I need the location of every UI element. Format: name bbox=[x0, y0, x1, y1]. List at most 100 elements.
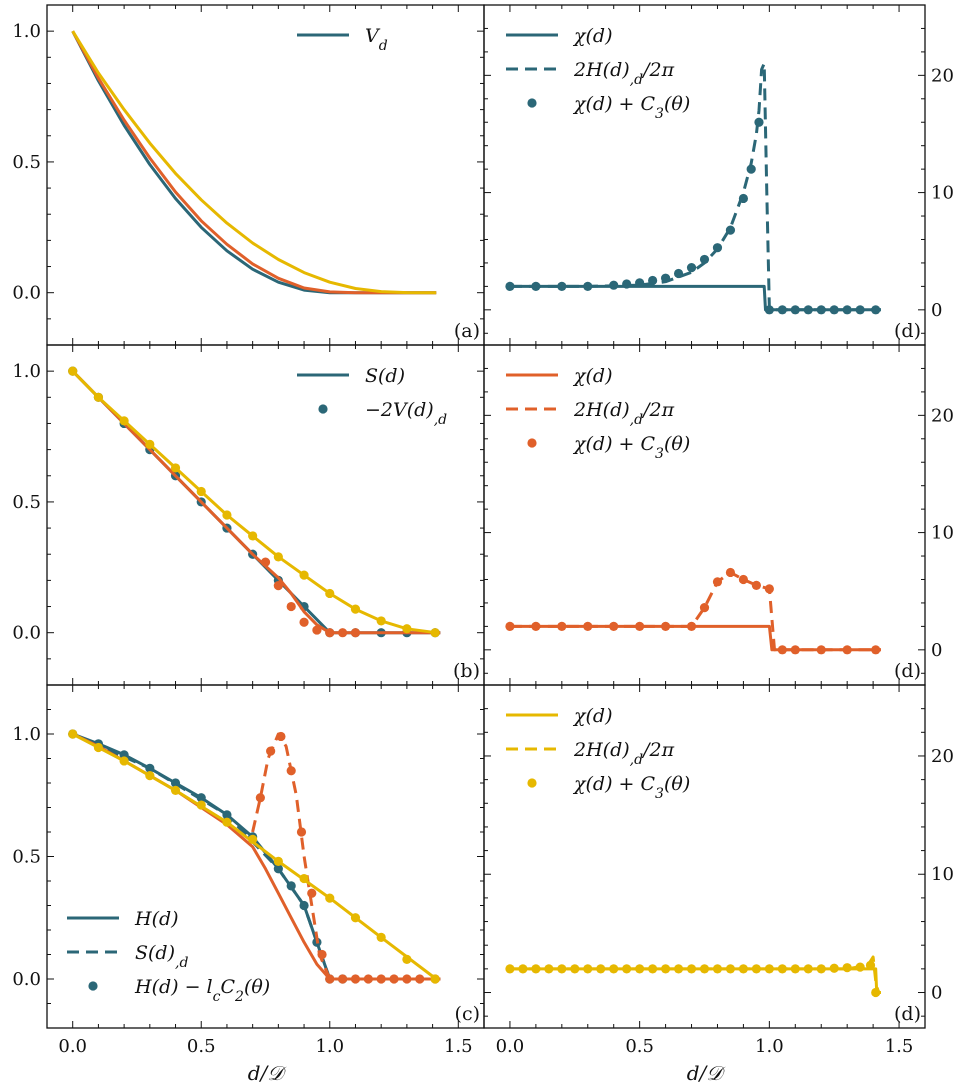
data-point bbox=[363, 974, 373, 984]
panel-d2: 0 10 20 χ(d) 2H(d),d/2π χ(d) + C3(θ) (d) bbox=[483, 344, 954, 686]
data-point bbox=[699, 964, 710, 974]
series-group bbox=[505, 62, 881, 315]
x-tick-label: 1.5 bbox=[444, 1036, 473, 1057]
data-point bbox=[389, 974, 399, 984]
data-point bbox=[738, 964, 749, 974]
y-tick-label: 10 bbox=[931, 183, 954, 204]
data-point bbox=[145, 771, 155, 781]
data-point bbox=[751, 580, 761, 590]
data-point bbox=[299, 873, 309, 884]
x-tick-label: 0.0 bbox=[58, 1036, 87, 1057]
data-point bbox=[68, 366, 78, 376]
panel-b: 0.0 0.5 1.0 S(d) −2V(d),d (b) bbox=[12, 344, 485, 686]
legend-label: χ(d) bbox=[572, 365, 613, 387]
y-tick-label: 0 bbox=[931, 640, 942, 661]
series-line bbox=[71, 30, 437, 295]
data-point bbox=[557, 621, 567, 631]
legend-label: Vd bbox=[365, 25, 388, 54]
data-point bbox=[170, 778, 181, 788]
data-point bbox=[402, 974, 412, 984]
panel-d3: 0 10 20 χ(d) 2H(d),d/2π χ(d) + C3(θ) (d) bbox=[483, 684, 954, 1029]
legend-label: S(d) bbox=[365, 365, 405, 387]
y-tick-label: 1.0 bbox=[12, 21, 41, 42]
data-point bbox=[505, 621, 515, 631]
series-line bbox=[509, 62, 881, 312]
y-tick-label: 0.0 bbox=[12, 283, 41, 304]
y-tick-label: 0 bbox=[931, 300, 942, 321]
data-point bbox=[871, 987, 881, 998]
data-point bbox=[350, 974, 361, 984]
data-point bbox=[712, 577, 723, 587]
data-point bbox=[738, 193, 749, 204]
data-point bbox=[170, 785, 181, 795]
data-point bbox=[583, 964, 593, 974]
panel-frame bbox=[483, 684, 926, 1029]
panel-tag: (b) bbox=[453, 660, 480, 682]
data-point bbox=[609, 964, 619, 974]
data-point bbox=[273, 552, 283, 562]
y-tick-label: 1.0 bbox=[12, 724, 41, 745]
data-point bbox=[790, 964, 800, 974]
data-point bbox=[266, 746, 276, 756]
data-point bbox=[803, 305, 813, 315]
data-point bbox=[686, 263, 697, 273]
series-group bbox=[71, 30, 437, 295]
y-tick-label: 0.5 bbox=[12, 152, 41, 173]
data-point bbox=[725, 964, 736, 974]
data-point bbox=[790, 305, 800, 315]
data-point bbox=[299, 570, 309, 580]
data-point bbox=[299, 900, 309, 911]
data-point bbox=[855, 305, 865, 315]
data-point bbox=[842, 963, 852, 973]
panel-tag: (d) bbox=[894, 320, 921, 342]
data-point bbox=[145, 439, 155, 449]
data-point bbox=[622, 964, 632, 974]
data-point bbox=[338, 974, 348, 984]
data-point bbox=[307, 888, 317, 898]
data-point bbox=[829, 305, 839, 315]
series-group bbox=[505, 955, 881, 998]
y-tick-label: 10 bbox=[931, 523, 954, 544]
data-point bbox=[505, 281, 515, 291]
data-point bbox=[635, 621, 645, 631]
data-point bbox=[402, 954, 412, 965]
data-point bbox=[325, 974, 335, 984]
data-point bbox=[299, 617, 309, 627]
data-point bbox=[609, 621, 619, 631]
data-point bbox=[317, 949, 327, 960]
series-line bbox=[71, 30, 437, 295]
data-point bbox=[350, 628, 361, 638]
series-group bbox=[68, 729, 441, 984]
y-tick-label: 10 bbox=[931, 864, 954, 885]
legend-label: S(d),d bbox=[135, 942, 188, 971]
data-point bbox=[93, 392, 104, 402]
data-point bbox=[93, 742, 104, 753]
series-group bbox=[68, 366, 441, 638]
series-line bbox=[71, 30, 437, 295]
legend-label: χ(d) bbox=[572, 25, 613, 47]
panel-c: 0.0 0.5 1.0 H(d) S(d),d H(d) − lcC2(θ) (c) bbox=[12, 684, 485, 1029]
legend-marker bbox=[318, 404, 328, 414]
x-tick-label: 0.5 bbox=[625, 1036, 654, 1057]
legend-label: χ(d) bbox=[572, 705, 613, 727]
data-point bbox=[430, 628, 440, 638]
x-tick-label: 0.0 bbox=[496, 1036, 525, 1057]
data-point bbox=[170, 463, 181, 473]
legend-marker bbox=[527, 98, 537, 108]
data-point bbox=[222, 817, 232, 827]
data-point bbox=[725, 567, 736, 578]
x-tick-label: 0.5 bbox=[187, 1036, 216, 1057]
legend-label: χ(d) + C3(θ) bbox=[572, 93, 690, 122]
data-point bbox=[415, 974, 425, 984]
data-point bbox=[273, 581, 283, 591]
data-point bbox=[712, 243, 723, 253]
data-point bbox=[686, 621, 697, 631]
data-point bbox=[196, 486, 206, 497]
y-tick-label: 20 bbox=[931, 65, 954, 86]
panel-a: 0.0 0.5 1.0 Vd (a) bbox=[12, 4, 485, 346]
data-point bbox=[686, 964, 697, 974]
data-point bbox=[350, 913, 361, 923]
x-axis-label: d/𝒟 bbox=[687, 1061, 727, 1085]
data-point bbox=[430, 974, 440, 984]
data-point bbox=[222, 810, 232, 820]
